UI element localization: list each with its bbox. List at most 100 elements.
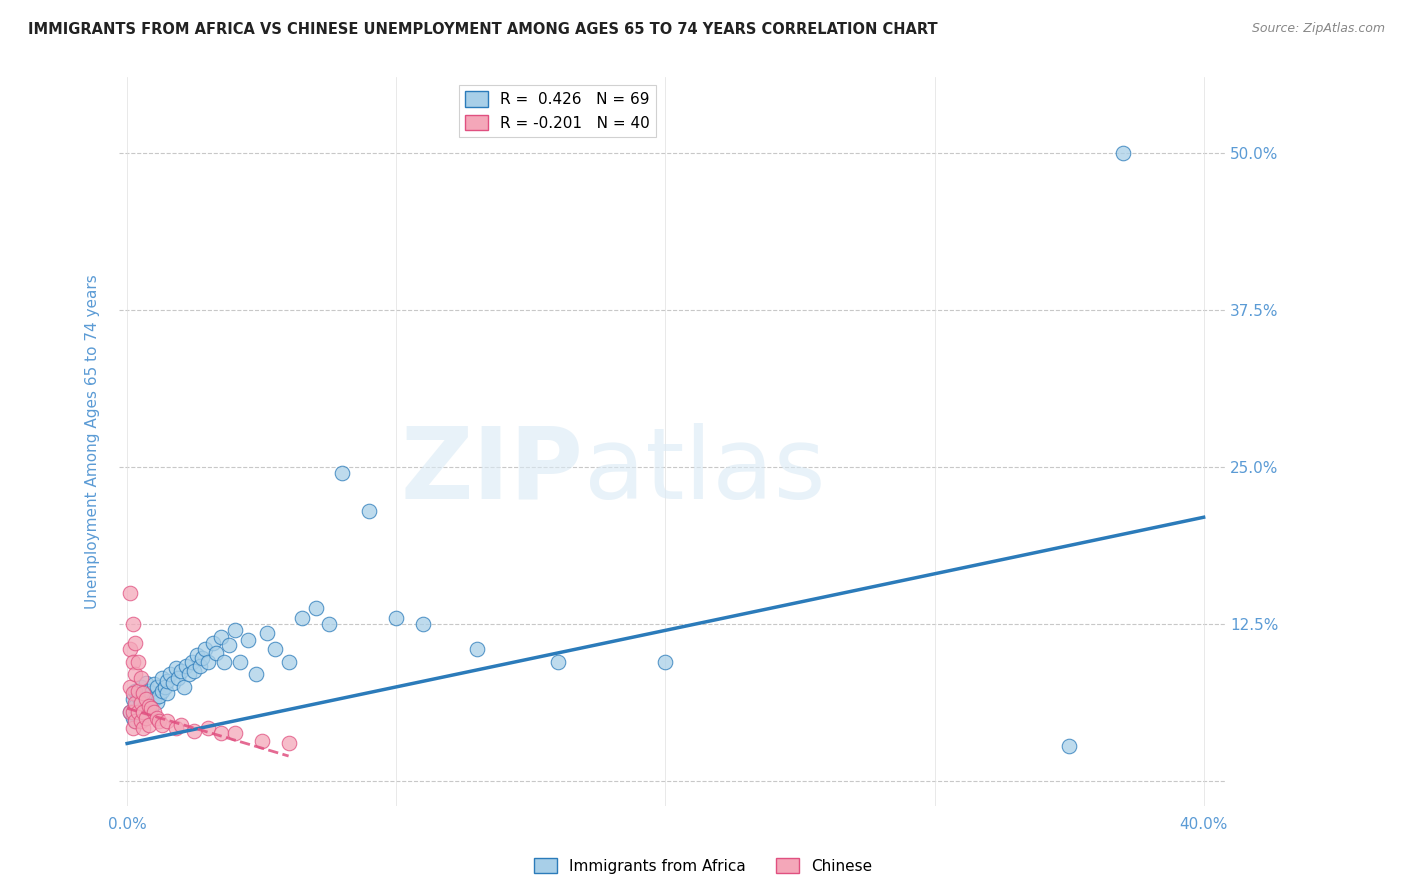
Point <box>121 655 143 669</box>
Point <box>162 676 184 690</box>
Point <box>148 689 170 703</box>
Point <box>465 642 488 657</box>
Point <box>127 705 149 719</box>
Point <box>143 705 166 719</box>
Point <box>135 705 157 719</box>
Point <box>202 636 225 650</box>
Point <box>197 722 219 736</box>
Point <box>156 686 179 700</box>
Point <box>180 655 202 669</box>
Point <box>167 671 190 685</box>
Point <box>141 686 163 700</box>
Point <box>127 705 149 719</box>
Point <box>304 600 326 615</box>
Point <box>129 671 152 685</box>
Point <box>138 698 160 713</box>
Point <box>145 695 167 709</box>
Point <box>135 711 157 725</box>
Point <box>291 611 314 625</box>
Point <box>127 683 149 698</box>
Point <box>141 701 163 715</box>
Point <box>238 633 260 648</box>
Point <box>135 692 157 706</box>
Point <box>138 717 160 731</box>
Point <box>412 617 434 632</box>
Point <box>129 708 152 723</box>
Point <box>150 717 173 731</box>
Point <box>153 680 176 694</box>
Legend: Immigrants from Africa, Chinese: Immigrants from Africa, Chinese <box>527 852 879 880</box>
Point <box>124 714 146 728</box>
Point <box>1112 145 1135 160</box>
Point <box>547 655 569 669</box>
Point <box>121 705 143 719</box>
Point <box>1057 739 1080 753</box>
Point <box>135 676 157 690</box>
Point <box>188 658 211 673</box>
Point <box>127 655 149 669</box>
Point <box>277 655 299 669</box>
Point <box>124 667 146 681</box>
Point <box>197 655 219 669</box>
Text: Source: ZipAtlas.com: Source: ZipAtlas.com <box>1251 22 1385 36</box>
Point <box>194 642 217 657</box>
Legend: R =  0.426   N = 69, R = -0.201   N = 40: R = 0.426 N = 69, R = -0.201 N = 40 <box>458 85 655 136</box>
Point <box>145 711 167 725</box>
Point <box>156 673 179 688</box>
Y-axis label: Unemployment Among Ages 65 to 74 years: Unemployment Among Ages 65 to 74 years <box>86 275 100 609</box>
Point <box>143 677 166 691</box>
Point <box>132 705 155 719</box>
Point <box>170 664 193 678</box>
Point <box>165 722 187 736</box>
Point <box>135 690 157 704</box>
Point <box>129 696 152 710</box>
Point <box>256 625 278 640</box>
Point <box>118 642 141 657</box>
Point <box>148 714 170 728</box>
Point <box>159 667 181 681</box>
Point <box>245 667 267 681</box>
Point <box>121 617 143 632</box>
Point <box>124 696 146 710</box>
Point <box>224 726 246 740</box>
Point <box>129 680 152 694</box>
Point <box>150 683 173 698</box>
Point <box>332 467 354 481</box>
Point <box>121 692 143 706</box>
Point <box>121 722 143 736</box>
Point <box>264 642 287 657</box>
Point <box>138 683 160 698</box>
Point <box>156 714 179 728</box>
Point <box>359 504 381 518</box>
Point <box>121 686 143 700</box>
Point <box>132 701 155 715</box>
Point <box>124 698 146 713</box>
Point <box>145 680 167 694</box>
Point <box>124 636 146 650</box>
Point <box>138 698 160 713</box>
Point <box>124 714 146 728</box>
Point <box>318 617 340 632</box>
Point <box>654 655 676 669</box>
Point <box>118 705 141 719</box>
Point <box>129 695 152 709</box>
Point <box>165 661 187 675</box>
Point <box>209 726 232 740</box>
Point <box>127 689 149 703</box>
Point <box>143 692 166 706</box>
Point <box>176 658 198 673</box>
Point <box>209 630 232 644</box>
Point <box>150 671 173 685</box>
Point <box>132 686 155 700</box>
Point <box>224 624 246 638</box>
Point <box>177 667 200 681</box>
Point <box>170 717 193 731</box>
Text: IMMIGRANTS FROM AFRICA VS CHINESE UNEMPLOYMENT AMONG AGES 65 TO 74 YEARS CORRELA: IMMIGRANTS FROM AFRICA VS CHINESE UNEMPL… <box>28 22 938 37</box>
Point <box>250 734 273 748</box>
Point <box>218 639 240 653</box>
Point <box>385 611 408 625</box>
Point <box>118 705 141 719</box>
Point <box>212 655 235 669</box>
Point <box>173 680 195 694</box>
Point <box>205 646 228 660</box>
